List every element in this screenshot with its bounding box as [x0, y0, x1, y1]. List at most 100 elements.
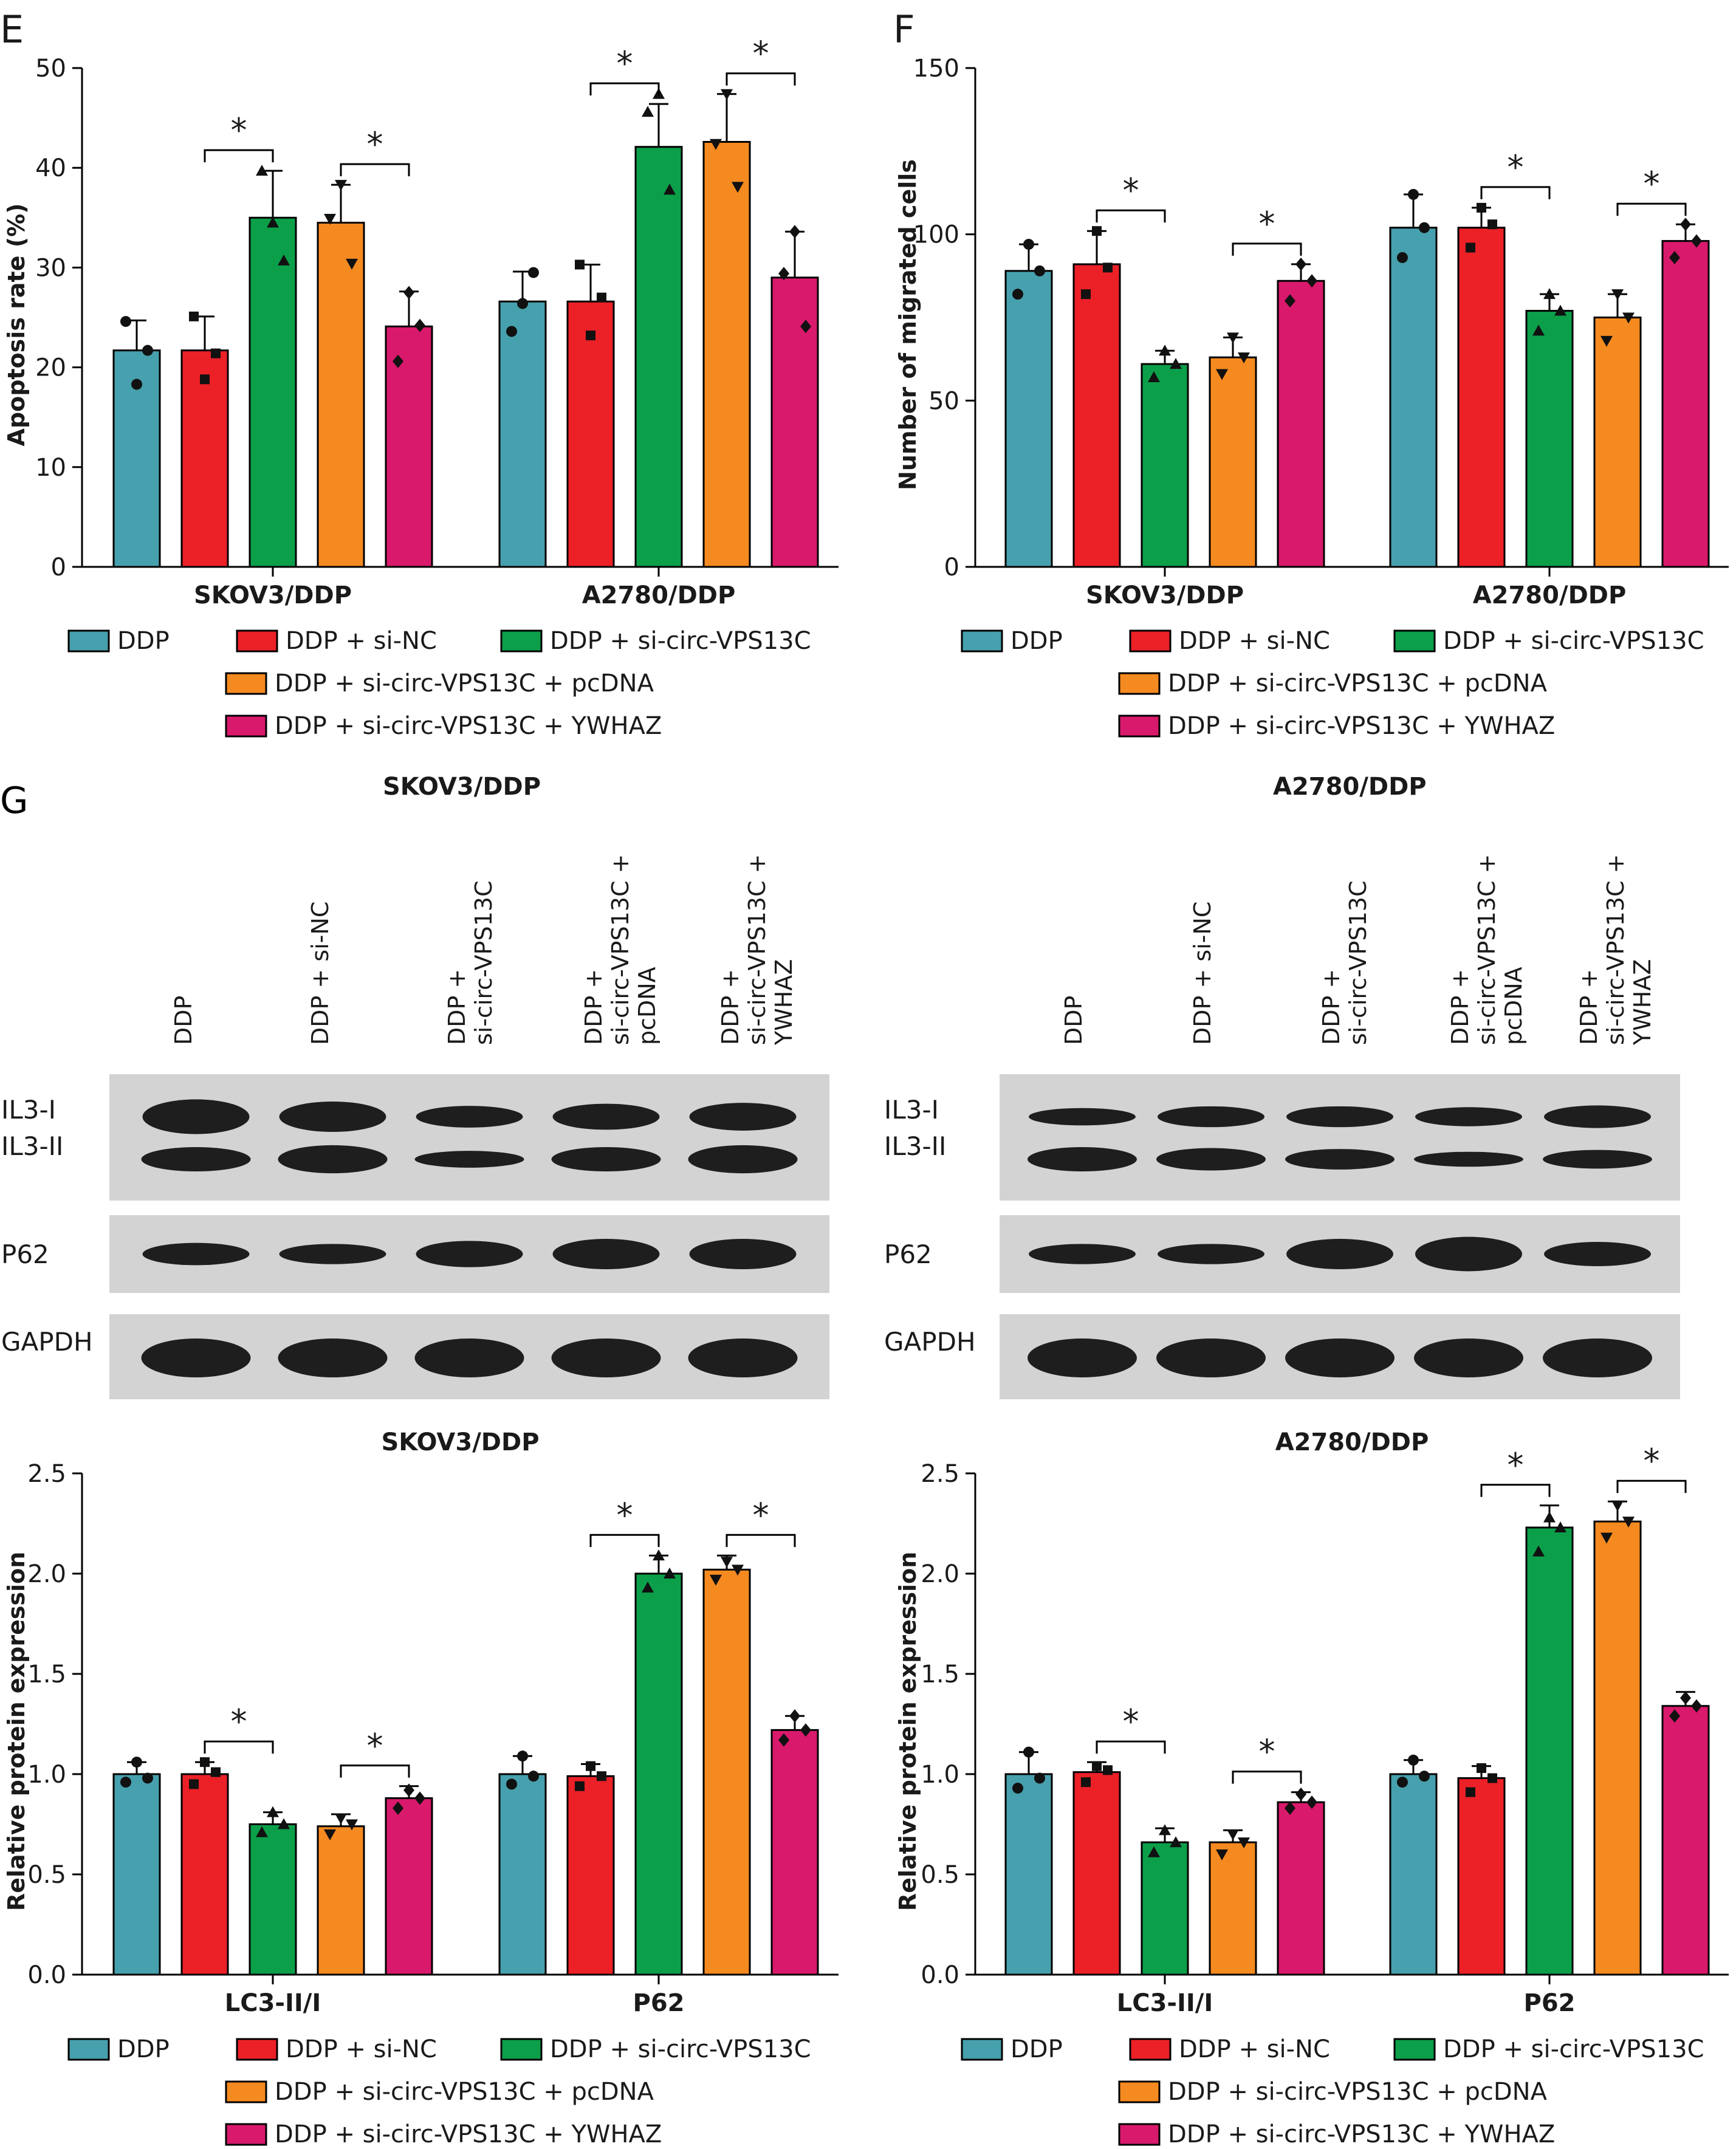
significance-bracket: [1232, 242, 1302, 256]
legend-swatch: [1118, 2080, 1161, 2103]
data-point: [1600, 335, 1613, 347]
bar: [1004, 270, 1053, 568]
data-point: [324, 213, 336, 225]
y-tick-label: 2.0: [27, 1560, 66, 1588]
significance-star: *: [1508, 1446, 1524, 1484]
significance-star: *: [231, 111, 247, 149]
data-point: [1532, 1545, 1545, 1557]
data-point: [1408, 188, 1419, 200]
data-point: [517, 298, 528, 309]
data-point: [1159, 1824, 1171, 1835]
y-tick-label: 50: [35, 55, 66, 83]
legend-swatch: [961, 629, 1003, 653]
y-tick-label: 100: [913, 221, 959, 249]
y-tick-label: 0.5: [921, 1861, 959, 1889]
legend-label: DDP + si-circ-VPS13C + pcDNA: [1168, 2078, 1548, 2106]
significance-bracket: [589, 1534, 660, 1547]
data-point: [278, 1818, 290, 1829]
bar: [1389, 1773, 1438, 1976]
significance-star: *: [1259, 1733, 1275, 1771]
data-point: [1148, 371, 1160, 383]
data-point: [789, 1709, 800, 1723]
data-point: [267, 216, 279, 228]
data-point: [528, 267, 539, 278]
legend-swatch: [236, 629, 278, 653]
data-point: [1622, 1517, 1635, 1528]
data-point: [1397, 252, 1408, 263]
x-category-label: LC3-II/I: [1117, 1989, 1213, 2017]
bar: [498, 300, 547, 568]
data-point: [335, 180, 347, 191]
x-category-label: P62: [633, 1989, 685, 2017]
significance-bracket: [204, 149, 274, 163]
chart-title: SKOV3/DDP: [381, 1428, 539, 1456]
data-point: [1306, 1795, 1317, 1809]
data-point: [642, 1582, 654, 1593]
data-point: [1419, 1770, 1430, 1782]
data-point: [1669, 1709, 1680, 1723]
data-point: [403, 286, 414, 300]
bar: [317, 1825, 365, 1976]
legend-label: DDP + si-circ-VPS13C + YWHAZ: [275, 712, 662, 740]
legend-label: DDP: [117, 2035, 170, 2063]
data-point: [403, 1783, 414, 1797]
data-point: [1012, 289, 1023, 300]
legend-label: DDP: [1010, 2035, 1063, 2063]
legend-swatch: [67, 629, 110, 653]
significance-bracket: [1096, 1740, 1166, 1754]
data-point: [1285, 1801, 1295, 1815]
data-point: [1023, 1746, 1034, 1758]
x-category-label: A2780/DDP: [582, 581, 736, 609]
data-point: [1554, 304, 1566, 316]
data-point: [200, 374, 210, 385]
data-point: [1103, 1765, 1113, 1775]
legend-label: DDP + si-circ-VPS13C + YWHAZ: [1168, 2120, 1555, 2148]
bar: [1457, 227, 1506, 568]
y-tick-label: 0: [944, 554, 959, 581]
chart-title: A2780/DDP: [1275, 1428, 1429, 1456]
significance-bracket: [1616, 1479, 1687, 1493]
legend-swatch: [236, 2038, 278, 2061]
bar: [1661, 1705, 1710, 1976]
data-point: [1477, 202, 1486, 213]
data-point: [256, 1826, 268, 1837]
data-point: [789, 225, 800, 239]
data-point: [393, 354, 403, 368]
bar: [770, 276, 819, 568]
legend-label: DDP + si-circ-VPS13C: [1443, 627, 1704, 655]
data-point: [1532, 324, 1545, 336]
data-point: [1216, 1849, 1228, 1860]
legend-swatch: [225, 2080, 267, 2103]
legend-swatch: [225, 2123, 267, 2146]
data-point: [278, 254, 290, 266]
data-point: [324, 1829, 336, 1840]
data-point: [721, 89, 733, 100]
chart-E: E 0 10 20 30 40 50 Apoptosis rate (%) SKOV3/DDP A…: [0, 7, 839, 740]
legend-swatch: [500, 629, 543, 653]
data-point: [1081, 289, 1091, 300]
data-point: [1611, 289, 1624, 301]
x-category-label: A2780/DDP: [1473, 581, 1627, 609]
data-point: [575, 1781, 585, 1791]
y-tick-label: 0: [51, 554, 66, 581]
data-point: [778, 1733, 789, 1747]
data-point: [1622, 312, 1635, 324]
data-point: [1238, 1837, 1250, 1849]
legend-swatch: [225, 715, 267, 738]
significance-star: *: [1123, 171, 1139, 210]
significance-star: *: [1644, 1442, 1660, 1480]
significance-bracket: [1096, 209, 1166, 223]
data-point: [1103, 262, 1113, 273]
y-tick-label: 50: [928, 387, 959, 415]
y-axis-label: Number of migrated cells: [894, 159, 921, 490]
bar: [112, 1773, 161, 1976]
bar: [634, 1572, 683, 1976]
bar: [498, 1773, 547, 1976]
data-point: [642, 106, 654, 117]
data-point: [1012, 1783, 1023, 1794]
data-point: [528, 1770, 539, 1782]
significance-bracket: [726, 1534, 796, 1547]
legend-label: DDP + si-circ-VPS13C: [1443, 2035, 1704, 2063]
significance-star: *: [367, 1727, 383, 1765]
y-tick-label: 30: [35, 254, 66, 282]
